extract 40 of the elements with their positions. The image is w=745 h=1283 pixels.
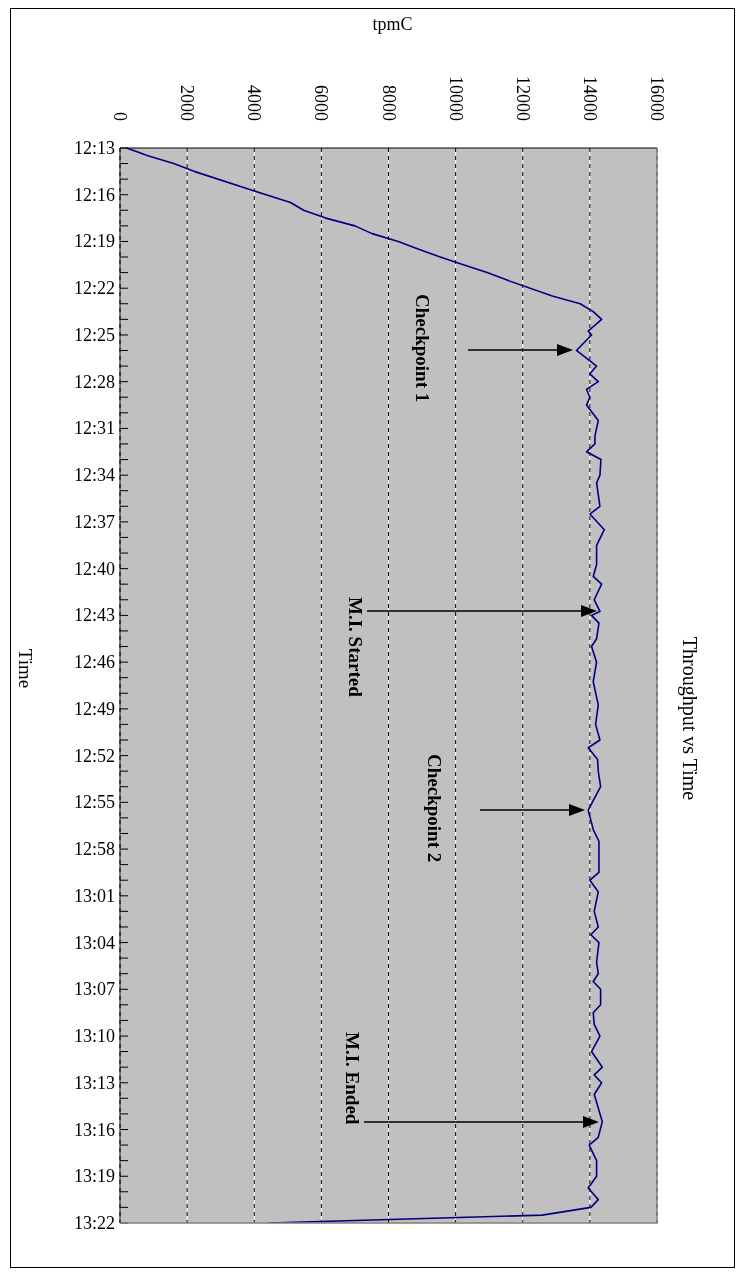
- x-tick-label: 4000: [244, 85, 265, 121]
- y-tick-label: 13:19: [73, 1166, 115, 1187]
- x-tick-label: 14000: [579, 76, 600, 121]
- text: Throughput vs Time: [678, 636, 701, 801]
- x-tick-label: 12000: [512, 76, 533, 121]
- y-tick-label: 12:55: [73, 792, 115, 813]
- x-tick-label: 2000: [177, 85, 198, 121]
- y-tick-label: 13:07: [73, 979, 115, 1000]
- x-tick-label: 16000: [647, 76, 667, 121]
- x-tick-label: 8000: [378, 85, 399, 121]
- y-tick-label: 12:46: [73, 652, 115, 673]
- annotation: Checkpoint 1: [411, 294, 433, 403]
- y-tick-label: 12:58: [73, 839, 115, 860]
- y-tick-label: 12:52: [73, 745, 115, 766]
- y-tick-label: 12:49: [73, 698, 115, 719]
- y-tick-label: 13:16: [73, 1119, 115, 1140]
- y-tick-label: 13:22: [73, 1213, 115, 1233]
- y-tick-label: 12:37: [73, 511, 115, 532]
- y-tick-label: 12:28: [73, 371, 115, 392]
- y-tick-label: 12:31: [73, 418, 115, 439]
- y-tick-label: 13:10: [73, 1026, 115, 1047]
- y-tick-label: 12:43: [73, 605, 115, 626]
- y-tick-label: 12:40: [73, 558, 115, 579]
- annotation: M.I. Started: [344, 597, 366, 698]
- x-tick-label: 10000: [445, 76, 466, 121]
- x-axis-title: tpmC: [372, 14, 413, 34]
- y-tick-label: 13:04: [73, 932, 115, 953]
- y-tick-label: 12:16: [73, 184, 115, 205]
- x-tick-label: 6000: [311, 85, 332, 121]
- y-tick-label: 12:13: [73, 138, 115, 158]
- y-tick-label: 12:22: [73, 278, 115, 299]
- x-tick-label: 0: [110, 112, 130, 121]
- y-tick-label: 12:34: [73, 465, 115, 486]
- annotation: Checkpoint 2: [423, 754, 445, 863]
- y-axis-title: Time: [14, 648, 36, 689]
- y-tick-label: 12:25: [73, 324, 115, 345]
- y-tick-label: 13:01: [73, 885, 115, 906]
- annotation: M.I. Ended: [341, 1032, 363, 1125]
- y-tick-label: 12:19: [73, 231, 115, 252]
- y-tick-label: 13:13: [73, 1072, 115, 1093]
